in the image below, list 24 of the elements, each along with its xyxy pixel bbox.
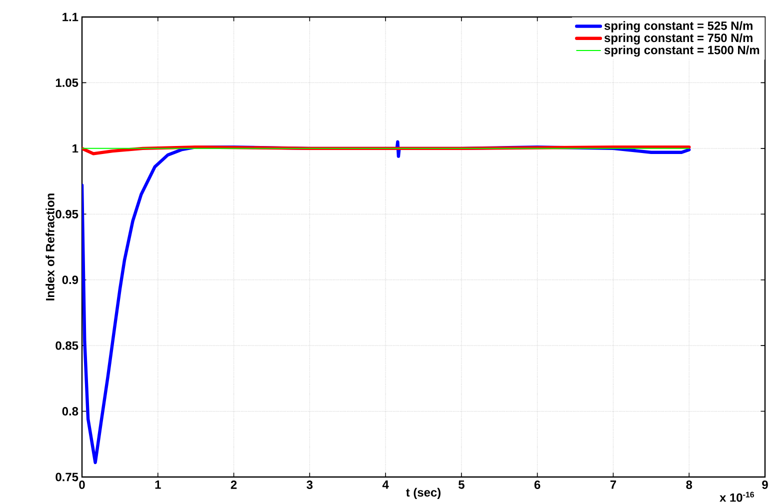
y-axis-title: Index of Refraction xyxy=(46,194,54,300)
x-tick-label: 9 xyxy=(762,480,768,489)
x-tick-label: 5 xyxy=(458,480,464,489)
x-tick-label: 6 xyxy=(534,480,540,489)
x-tick-label: 7 xyxy=(610,480,616,489)
x-tick-label: 1 xyxy=(155,480,161,489)
y-tick-label: 0.8 xyxy=(62,407,78,416)
y-tick-label: 0.75 xyxy=(56,472,78,482)
x-tick-label: 3 xyxy=(306,480,313,490)
legend-label: spring constant = 525 N/m xyxy=(604,21,752,32)
y-tick-label: 1.1 xyxy=(62,12,78,22)
text: x 10$^{-16}$ xyxy=(720,492,754,502)
x-axis-title: t (sec) xyxy=(406,488,441,499)
y-tick-label: 1 xyxy=(72,144,78,153)
x-tick-label: 2 xyxy=(230,480,237,489)
y-tick-label: 0.9 xyxy=(62,276,78,284)
x-tick-label: 8 xyxy=(686,480,692,489)
y-tick-label: 1.05 xyxy=(56,78,78,87)
y-tick-label: 0.95 xyxy=(56,210,78,218)
x-tick-label: 0 xyxy=(79,480,85,489)
legend-label: spring constant = 1500 N/m xyxy=(604,45,760,57)
legend-label: spring constant = 750 N/m xyxy=(604,33,752,45)
y-tick-label: 0.85 xyxy=(56,341,78,350)
x-tick-label: 4 xyxy=(382,480,389,489)
